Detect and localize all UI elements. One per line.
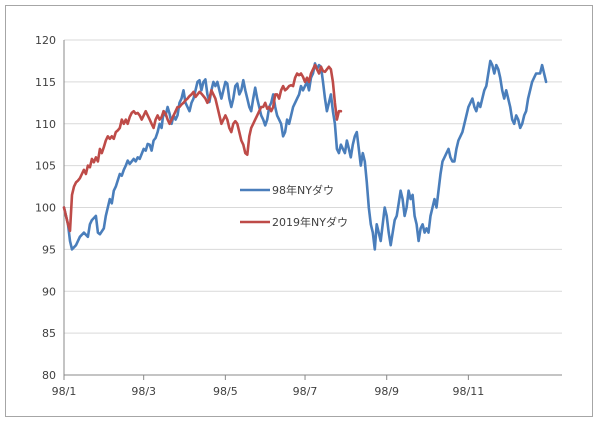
y-axis: 80 85 90 95 100 105 110 115 120: [35, 34, 65, 382]
series-line-1: [62, 59, 548, 251]
y-tick-label: 115: [35, 76, 56, 89]
y-tick-label: 85: [42, 327, 56, 340]
legend-label-2: 2019年NYダウ: [272, 215, 348, 229]
x-tick-label: 98/7: [293, 385, 318, 398]
x-tick-label: 98/11: [453, 385, 485, 398]
series-line-2: [62, 63, 343, 233]
x-tick-label: 98/5: [213, 385, 238, 398]
x-tick-label: 98/3: [131, 385, 156, 398]
y-tick-label: 105: [35, 160, 56, 173]
x-tick-label: 98/1: [52, 385, 77, 398]
legend-label-1: 98年NYダウ: [272, 183, 334, 197]
y-tick-label: 100: [35, 202, 56, 215]
y-tick-label: 90: [42, 285, 56, 298]
x-tick-label: 98/9: [374, 385, 399, 398]
x-axis: 98/1 98/3 98/5 98/7 98/9 98/11: [52, 374, 562, 398]
y-tick-label: 95: [42, 243, 56, 256]
plot-lines: [62, 59, 548, 251]
y-tick-label: 110: [35, 118, 56, 131]
legend: 98年NYダウ 2019年NYダウ: [240, 183, 348, 229]
y-tick-label: 120: [35, 34, 56, 47]
y-tick-label: 80: [42, 369, 56, 382]
gridlines: [64, 39, 562, 334]
